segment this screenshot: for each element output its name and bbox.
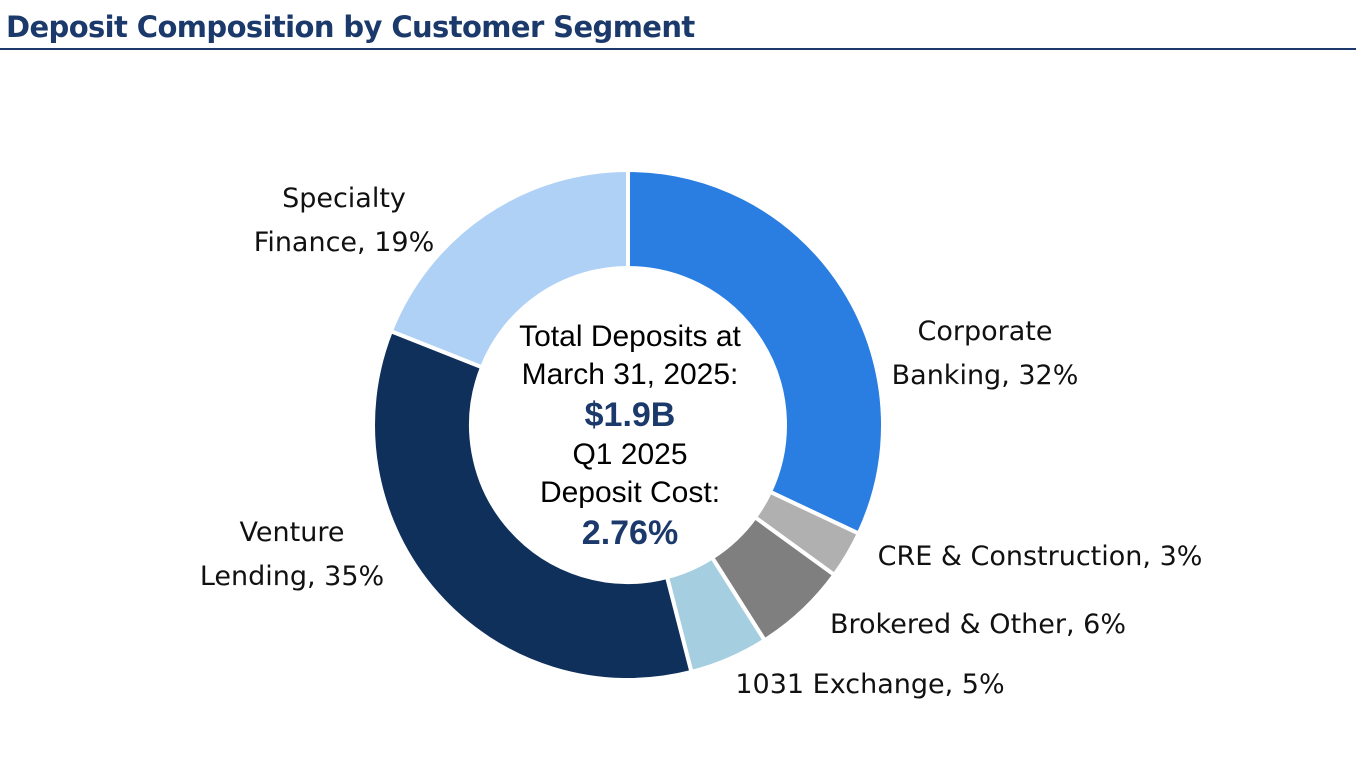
total-deposits-value: $1.9B xyxy=(584,396,676,434)
slice-venture-lending xyxy=(371,328,694,682)
donut-slices xyxy=(371,167,885,682)
label-cre-construction: CRE & Construction, 3% xyxy=(878,541,1203,572)
label-line: Finance, 19% xyxy=(254,227,434,258)
label-line: Banking, 32% xyxy=(892,360,1079,391)
center-line-2: March 31, 2025: xyxy=(521,358,739,391)
label-line: CRE & Construction, 3% xyxy=(878,541,1203,572)
slice-labels: Corporate Banking, 32% CRE & Construction,… xyxy=(200,183,1203,700)
label-line: Venture xyxy=(240,517,345,548)
label-corporate-banking: Corporate Banking, 32% xyxy=(892,316,1079,391)
donut-center-text: Total Deposits at March 31, 2025: $1.9B … xyxy=(480,318,780,554)
deposit-cost-value: 2.76% xyxy=(581,514,679,552)
label-line: Corporate xyxy=(918,316,1053,347)
slice-corporate-banking xyxy=(626,167,885,537)
center-line-3: Q1 2025 xyxy=(572,438,688,471)
slice-specialty-finance xyxy=(388,167,630,370)
label-brokered-other: Brokered & Other, 6% xyxy=(830,609,1126,640)
label-line: Lending, 35% xyxy=(200,561,384,592)
label-line: 1031 Exchange, 5% xyxy=(735,669,1004,700)
center-line-4: Deposit Cost: xyxy=(539,476,721,509)
label-specialty-finance: Specialty Finance, 19% xyxy=(254,183,434,258)
label-venture-lending: Venture Lending, 35% xyxy=(200,517,384,592)
label-line: Brokered & Other, 6% xyxy=(830,609,1126,640)
label-1031-exchange: 1031 Exchange, 5% xyxy=(735,669,1004,700)
center-line-1: Total Deposits at xyxy=(519,320,741,353)
title-divider xyxy=(0,48,1356,50)
label-line: Specialty xyxy=(282,183,406,214)
page-title: Deposit Composition by Customer Segment xyxy=(6,10,695,44)
